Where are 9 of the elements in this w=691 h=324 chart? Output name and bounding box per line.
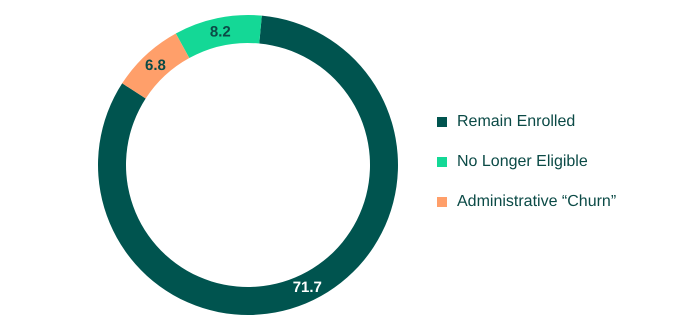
donut-slice (98, 16, 398, 315)
legend-label: Administrative “Churn” (457, 193, 616, 210)
donut-slice (122, 34, 190, 99)
legend-label: No Longer Eligible (457, 153, 588, 170)
data-label: 71.7 (292, 278, 322, 296)
legend-label: Remain Enrolled (457, 113, 576, 130)
data-label: 8.2 (210, 23, 231, 40)
data-label: 6.8 (145, 56, 166, 74)
donut-slice (176, 15, 262, 58)
